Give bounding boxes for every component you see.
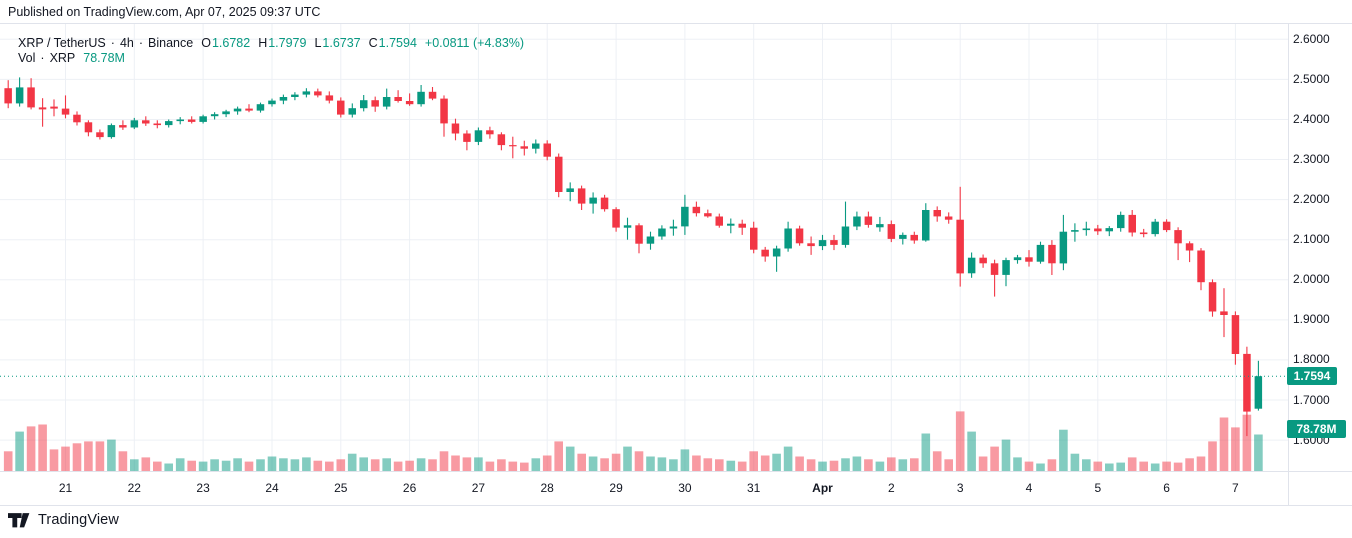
time-tick-label: 7 bbox=[1232, 481, 1239, 495]
current-volume-label: 78.78M bbox=[1287, 420, 1346, 438]
time-tick-label: 25 bbox=[334, 481, 348, 495]
time-tick-label: 31 bbox=[747, 481, 761, 495]
volume-legend: Vol · XRP 78.78M bbox=[18, 51, 125, 65]
volume-symbol: XRP bbox=[49, 51, 76, 65]
time-axis-border bbox=[0, 471, 1352, 472]
time-tick-label: 23 bbox=[196, 481, 210, 495]
legend-separator-dot: · bbox=[40, 51, 45, 65]
price-tick-label: 2.2000 bbox=[1293, 192, 1330, 207]
price-axis-border bbox=[1288, 23, 1289, 505]
low-value: 1.6737 bbox=[322, 36, 361, 50]
close-value: 1.7594 bbox=[378, 36, 417, 50]
price-tick-label: 1.9000 bbox=[1293, 312, 1330, 327]
volume-value: 78.78M bbox=[83, 51, 125, 65]
time-tick-label: 2 bbox=[887, 481, 895, 495]
price-tick-label: 2.4000 bbox=[1293, 112, 1330, 126]
price-tick-label: 1.7000 bbox=[1293, 392, 1330, 407]
price-tick-label: 2.3000 bbox=[1293, 152, 1330, 166]
header-separator bbox=[0, 23, 1352, 24]
price-tick-label: 2.6000 bbox=[1293, 31, 1330, 46]
price-tick-label: 2.1000 bbox=[1293, 232, 1330, 247]
published-caption-text: Published on TradingView.com, Apr 07, 20… bbox=[8, 5, 321, 19]
time-tick-label: 5 bbox=[1094, 481, 1102, 495]
change-value: +0.0811 (+4.83%) bbox=[424, 36, 525, 50]
open-letter: O bbox=[201, 36, 211, 50]
open-value: 1.6782 bbox=[211, 36, 251, 50]
close-letter: C bbox=[368, 36, 378, 50]
legend-separator-dot: · bbox=[110, 36, 115, 50]
time-tick-label: 28 bbox=[540, 481, 554, 495]
tradingview-glyph-icon bbox=[8, 512, 30, 527]
brand-name: TradingView bbox=[38, 512, 119, 528]
interval-label: 4h bbox=[119, 36, 134, 50]
time-tick-label: 3 bbox=[956, 481, 964, 495]
price-tick-label: 2.0000 bbox=[1293, 272, 1330, 287]
time-tick-label: 4 bbox=[1025, 481, 1033, 495]
exchange-label: Binance bbox=[148, 36, 194, 50]
high-value: 1.7979 bbox=[268, 36, 307, 50]
current-price-label: 1.7594 bbox=[1287, 367, 1337, 386]
published-caption: Published on TradingView.com, Apr 07, 20… bbox=[8, 5, 320, 19]
price-tick-label: 1.8000 bbox=[1293, 352, 1330, 367]
time-tick-label: 24 bbox=[265, 481, 279, 495]
time-tick-label: 26 bbox=[402, 481, 417, 495]
time-tick-label: 22 bbox=[127, 481, 141, 495]
time-tick-label: 6 bbox=[1163, 481, 1170, 495]
symbol-title: XRP / TetherUS bbox=[18, 36, 106, 50]
time-tick-label: 21 bbox=[58, 481, 73, 495]
tradingview-logo[interactable]: TradingView bbox=[8, 512, 119, 528]
low-letter: L bbox=[314, 36, 322, 50]
price-tick-label: 2.5000 bbox=[1293, 71, 1330, 86]
footer-separator bbox=[0, 505, 1352, 506]
legend-separator-dot: · bbox=[138, 36, 144, 50]
high-letter: H bbox=[258, 36, 268, 50]
time-tick-label: Apr bbox=[812, 481, 833, 495]
volume-title: Vol bbox=[18, 51, 36, 65]
time-tick-label: 27 bbox=[471, 481, 486, 495]
time-tick-label: 30 bbox=[678, 481, 692, 495]
time-tick-label: 29 bbox=[609, 481, 623, 495]
